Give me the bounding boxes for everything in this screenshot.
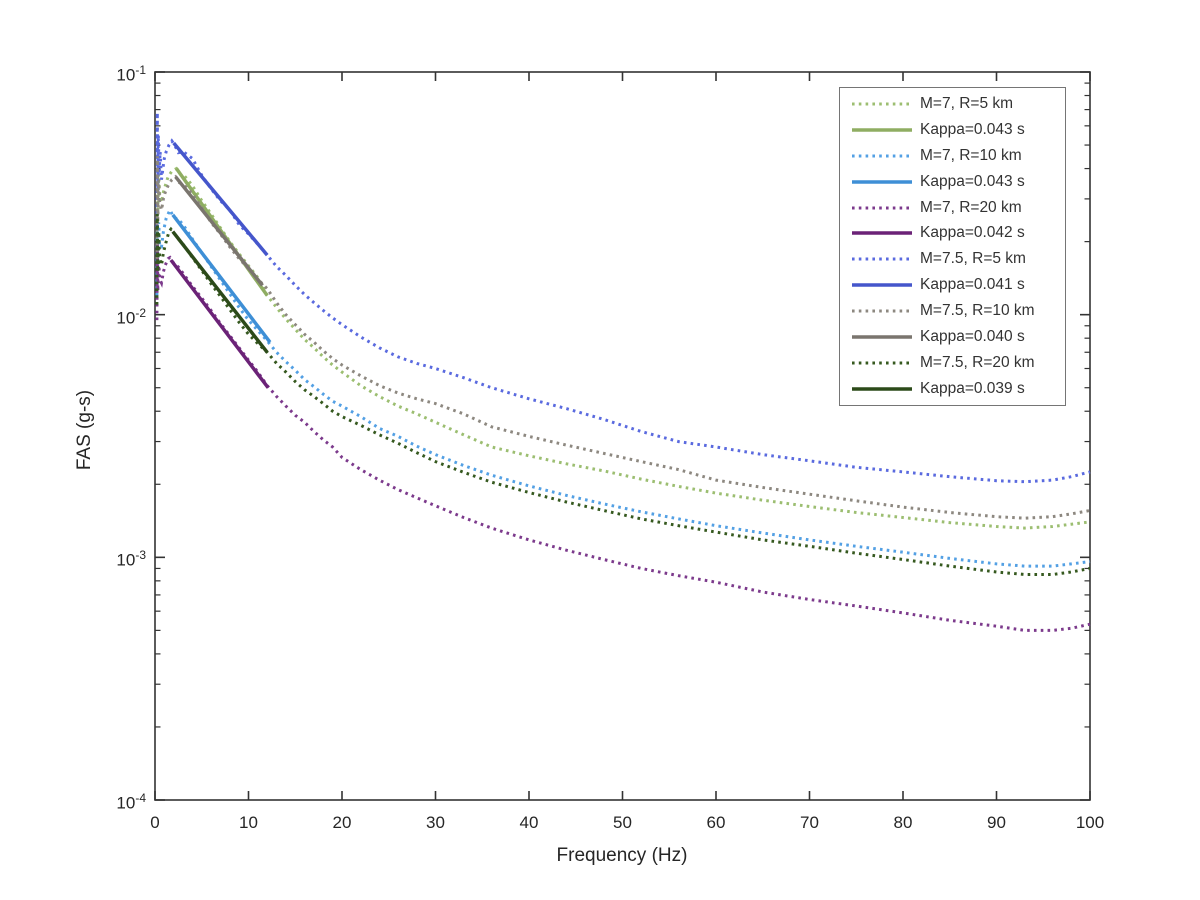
- x-tick-label: 20: [332, 813, 352, 832]
- y-tick-label: 10-4: [66, 787, 146, 815]
- y-tick-exponent: -4: [135, 791, 146, 805]
- x-tick-label: 30: [426, 813, 445, 832]
- legend-swatch-line: [852, 257, 912, 261]
- series-path-4: [155, 241, 1091, 632]
- x-tick-label: 70: [800, 813, 819, 832]
- y-tick-exponent: -3: [135, 548, 146, 563]
- legend-item: Kappa=0.043 s: [840, 170, 1065, 194]
- y-tick-base: 10: [116, 793, 136, 813]
- x-tick-label: 50: [613, 813, 632, 832]
- legend-item: Kappa=0.042 s: [840, 221, 1065, 245]
- x-axis-label: Frequency (Hz): [556, 845, 688, 866]
- y-tick-label: 10-3: [66, 544, 146, 572]
- legend-swatch-line: [852, 335, 912, 339]
- legend-swatch-line: [852, 102, 912, 106]
- x-tick-label: 80: [893, 813, 913, 832]
- legend-item-label: M=7, R=10 km: [920, 146, 1022, 164]
- legend-item: Kappa=0.043 s: [840, 118, 1065, 142]
- legend-item-label: Kappa=0.042 s: [920, 224, 1025, 242]
- legend-swatch-line: [852, 361, 912, 365]
- legend-item: Kappa=0.040 s: [840, 325, 1065, 349]
- series-path-5: [169, 258, 270, 389]
- x-tick-label: 60: [706, 813, 726, 832]
- legend-swatch-line: [852, 283, 912, 288]
- y-tick-label: 10-2: [66, 302, 146, 330]
- series-path-7: [172, 141, 269, 257]
- legend-item-label: Kappa=0.041 s: [920, 276, 1025, 294]
- legend-item-label: M=7.5, R=5 km: [920, 250, 1026, 268]
- legend-item: M=7, R=5 km: [840, 92, 1065, 116]
- legend-item-label: M=7.5, R=20 km: [920, 354, 1035, 372]
- series-path-11: [171, 230, 269, 354]
- legend-swatch-line: [852, 387, 912, 391]
- legend: M=7, R=5 km Kappa=0.043 s M=7, R=10 km Kapp…: [839, 87, 1066, 406]
- x-tick-label: 0: [150, 813, 160, 832]
- legend-item-label: M=7.5, R=10 km: [920, 302, 1035, 320]
- x-tick-label: 90: [987, 813, 1006, 832]
- series-path-9: [174, 175, 264, 287]
- legend-swatch-line: [852, 231, 912, 236]
- legend-item-label: Kappa=0.043 s: [920, 120, 1025, 138]
- series-path-8: [155, 156, 1091, 520]
- y-tick-base: 10: [116, 65, 136, 85]
- y-tick-exponent: -1: [135, 63, 146, 77]
- y-tick-base: 10: [116, 550, 136, 570]
- legend-item-label: Kappa=0.043 s: [920, 172, 1025, 190]
- series-path-3: [171, 213, 272, 344]
- legend-item: M=7.5, R=10 km: [840, 299, 1065, 323]
- legend-item: Kappa=0.041 s: [840, 273, 1065, 297]
- series-path-0: [155, 160, 1091, 530]
- y-axis-label: FAS (g-s): [74, 389, 95, 471]
- y-tick-exponent: -2: [135, 305, 146, 320]
- x-tick-label: 40: [519, 813, 539, 832]
- x-tick-label: 100: [1075, 813, 1105, 832]
- legend-item-label: Kappa=0.040 s: [920, 328, 1025, 346]
- y-tick-label: 10-1: [66, 59, 146, 87]
- x-tick-label: 10: [239, 813, 258, 832]
- series-path-2: [155, 202, 1091, 568]
- legend-item-label: M=7, R=20 km: [920, 198, 1022, 216]
- legend-item-label: M=7, R=5 km: [920, 94, 1014, 112]
- legend-swatch-line: [852, 179, 912, 184]
- legend-item: M=7, R=20 km: [840, 196, 1065, 220]
- legend-swatch-line: [852, 206, 912, 210]
- legend-swatch-line: [852, 128, 912, 132]
- legend-item: M=7, R=10 km: [840, 144, 1065, 168]
- legend-swatch-line: [852, 309, 912, 313]
- legend-item: M=7.5, R=5 km: [840, 247, 1065, 271]
- legend-item: M=7.5, R=20 km: [840, 351, 1065, 375]
- legend-swatch-line: [852, 154, 912, 158]
- legend-item-label: Kappa=0.039 s: [920, 379, 1025, 397]
- legend-item: Kappa=0.039 s: [840, 377, 1065, 401]
- y-tick-base: 10: [116, 308, 136, 328]
- series-path-10: [155, 213, 1091, 576]
